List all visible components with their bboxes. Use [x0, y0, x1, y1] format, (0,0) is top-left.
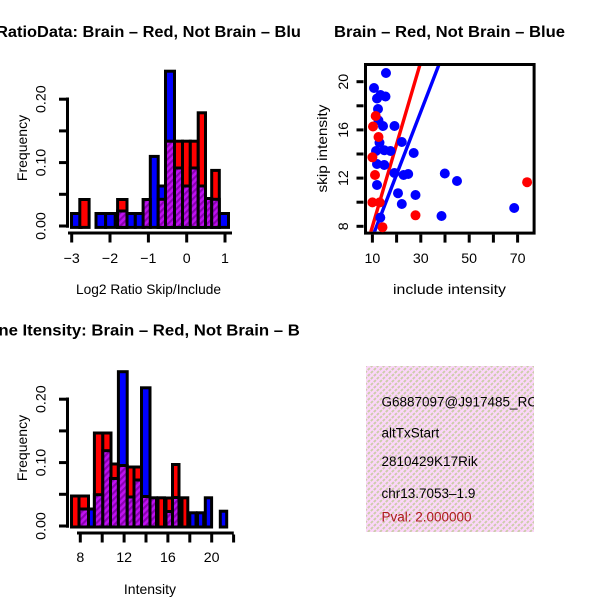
svg-text:8: 8	[336, 222, 352, 230]
svg-text:altTxStart: altTxStart	[382, 426, 440, 441]
svg-text:12: 12	[116, 550, 132, 566]
svg-text:Frequency: Frequency	[14, 415, 30, 481]
svg-text:Frequency: Frequency	[14, 115, 30, 181]
svg-text:−3: −3	[64, 251, 80, 267]
svg-text:50: 50	[461, 251, 477, 267]
svg-text:G6887097@J917485_RC: G6887097@J917485_RC	[382, 395, 538, 410]
svg-text:−1: −1	[140, 251, 156, 267]
svg-text:30: 30	[413, 251, 429, 267]
svg-text:Brain – Red, Not Brain – Blue: Brain – Red, Not Brain – Blue	[334, 24, 565, 41]
svg-text:0.10: 0.10	[34, 149, 50, 177]
svg-text:Gene Itensity: Brain – Red, No: Gene Itensity: Brain – Red, Not Brain – …	[0, 323, 324, 340]
svg-text:Intensity: Intensity	[124, 581, 176, 597]
svg-text:12: 12	[336, 170, 352, 186]
svg-text:1: 1	[221, 251, 229, 267]
svg-text:Log2 Ratio Skip/Include: Log2 Ratio Skip/Include	[76, 281, 221, 297]
svg-text:0.00: 0.00	[34, 212, 50, 240]
svg-text:include intensity: include intensity	[393, 281, 506, 297]
svg-text:70: 70	[510, 251, 526, 267]
svg-text:2810429K17Rik: 2810429K17Rik	[382, 454, 478, 469]
svg-text:0.10: 0.10	[34, 449, 50, 477]
svg-text:0.20: 0.20	[34, 385, 50, 413]
svg-text:20: 20	[204, 550, 220, 566]
svg-text:chr13.7053–1.9: chr13.7053–1.9	[382, 486, 476, 501]
svg-text:skip intensity: skip intensity	[314, 105, 330, 193]
svg-text:20: 20	[336, 74, 352, 90]
svg-text:0.20: 0.20	[34, 85, 50, 113]
svg-text:Pval: 2.000000: Pval: 2.000000	[382, 510, 472, 525]
svg-text:−2: −2	[102, 251, 118, 267]
svg-text:Log2RatioData: Brain – Red, No: Log2RatioData: Brain – Red, Not Brain – …	[0, 24, 310, 41]
svg-text:10: 10	[365, 251, 381, 267]
svg-text:16: 16	[160, 550, 176, 566]
svg-text:0.00: 0.00	[34, 512, 50, 540]
svg-text:8: 8	[76, 550, 84, 566]
svg-text:16: 16	[336, 122, 352, 138]
svg-text:0: 0	[183, 251, 191, 267]
